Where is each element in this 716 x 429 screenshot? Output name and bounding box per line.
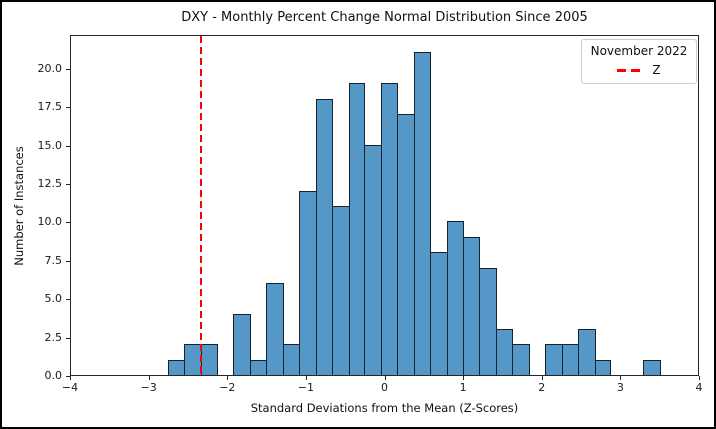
histogram-bar <box>430 252 448 375</box>
red-dash-icon <box>617 68 641 72</box>
histogram-bar <box>299 190 317 375</box>
y-tick-label: 15.0 <box>37 138 63 152</box>
y-tick-label: 10.0 <box>37 215 63 229</box>
x-tick-mark <box>620 376 622 380</box>
x-tick-mark <box>148 376 150 380</box>
x-tick-label: 1 <box>459 381 467 394</box>
y-tick-mark <box>66 376 70 377</box>
x-tick-label: −3 <box>140 381 157 394</box>
histogram-bar <box>545 344 563 375</box>
histogram-bar <box>282 344 300 375</box>
histogram-bar <box>463 236 480 375</box>
histogram-bar <box>348 83 366 375</box>
x-tick-label: 3 <box>616 381 624 394</box>
z-score-line <box>199 36 202 375</box>
y-tick-mark <box>66 107 70 109</box>
chart-title: DXY - Monthly Percent Change Normal Dist… <box>181 10 588 25</box>
y-tick-label: 12.5 <box>37 177 63 190</box>
x-tick-label: 2 <box>538 381 546 394</box>
histogram-bar <box>332 206 350 375</box>
histogram-bar <box>233 313 251 375</box>
histogram-bar <box>200 344 219 375</box>
y-tick-label: 7.5 <box>44 253 63 267</box>
histogram-bar <box>495 328 514 375</box>
y-tick-mark <box>66 184 70 185</box>
legend-entry-z: Z <box>588 63 690 77</box>
y-tick-mark <box>66 68 70 70</box>
y-tick-mark <box>66 222 70 224</box>
x-tick-mark <box>699 376 700 380</box>
y-tick-mark <box>66 337 70 339</box>
x-tick-mark <box>541 376 543 380</box>
y-tick-label: 17.5 <box>37 100 63 114</box>
x-tick-label: 4 <box>695 381 703 394</box>
histogram-bar <box>167 359 186 375</box>
legend-title: November 2022 <box>590 44 688 58</box>
y-tick-label: 0.0 <box>44 369 63 382</box>
histogram-bar <box>594 359 612 375</box>
y-tick-mark <box>66 145 70 147</box>
histogram-bar <box>364 144 382 375</box>
histogram-bar <box>578 328 596 375</box>
legend-entry-label: Z <box>652 63 661 77</box>
histogram-bar <box>446 221 465 375</box>
plot-area <box>70 35 699 376</box>
histogram-bar <box>561 344 580 375</box>
histogram-bar <box>397 113 415 375</box>
x-tick-mark <box>227 376 229 380</box>
histogram-bar <box>380 83 399 375</box>
legend-box: November 2022 Z <box>581 39 697 84</box>
histogram-bar <box>479 267 497 375</box>
x-axis-label: Standard Deviations from the Mean (Z-Sco… <box>250 401 519 415</box>
y-tick-label: 2.5 <box>44 330 63 344</box>
x-tick-mark <box>463 376 465 380</box>
x-tick-mark <box>305 376 307 380</box>
x-tick-label: 0 <box>381 381 388 394</box>
histogram-bar <box>643 359 661 375</box>
histogram-bar <box>413 52 432 375</box>
x-tick-label: −2 <box>219 381 236 394</box>
histogram-bar <box>315 98 333 375</box>
histogram-bar <box>249 359 267 375</box>
x-tick-mark <box>384 376 386 380</box>
x-tick-label: −1 <box>297 381 314 394</box>
y-tick-label: 5.0 <box>44 292 63 306</box>
x-tick-label: −4 <box>61 381 79 394</box>
y-tick-mark <box>66 260 70 262</box>
y-tick-mark <box>66 299 70 301</box>
histogram-bar <box>512 344 530 375</box>
y-tick-label: 20.0 <box>37 61 63 75</box>
histogram-bar <box>266 282 284 375</box>
x-tick-mark <box>70 376 71 380</box>
